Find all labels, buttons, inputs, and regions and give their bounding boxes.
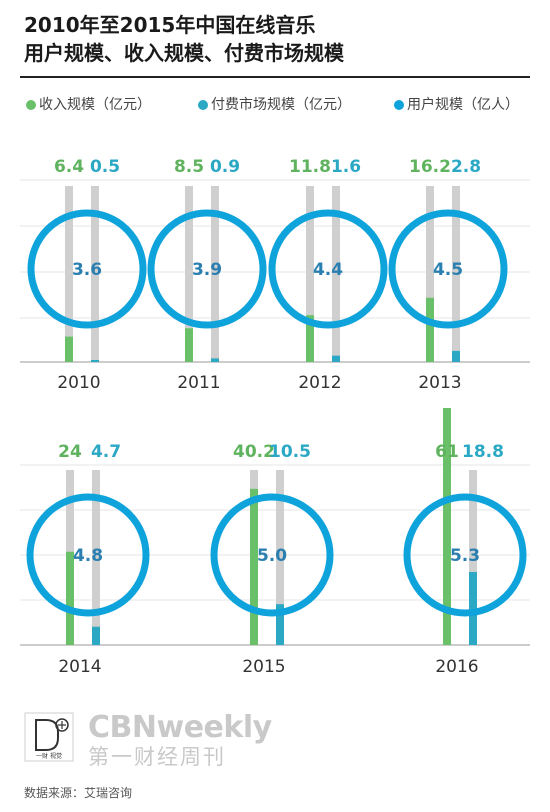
revenue-value-label: 8.5 xyxy=(174,157,204,177)
paid-track xyxy=(332,186,340,362)
users-ring xyxy=(147,209,267,329)
revenue-bar xyxy=(66,551,74,645)
paid-bar xyxy=(452,350,460,362)
revenue-value-label: 11.8 xyxy=(289,157,331,177)
paid-value-label: 0.9 xyxy=(210,157,240,177)
users-value-label: 4.4 xyxy=(313,260,343,280)
revenue-track xyxy=(426,186,434,362)
paid-track xyxy=(92,470,100,645)
paid-track xyxy=(469,470,477,645)
revenue-track xyxy=(306,186,314,362)
users-ring xyxy=(403,493,527,617)
paid-track xyxy=(452,186,460,362)
year-tick-label: 2016 xyxy=(435,657,478,677)
title-divider xyxy=(20,76,530,78)
users-value-label: 3.6 xyxy=(72,260,102,280)
paid-bar xyxy=(91,360,99,362)
revenue-bar xyxy=(250,488,258,645)
revenue-value-label: 24 xyxy=(58,442,82,462)
logo-text: 一财 视觉 xyxy=(36,752,62,760)
legend-label-revenue: 收入规模（亿元） xyxy=(39,97,151,113)
chart-title-line-1: 2010年至2015年中国在线音乐 xyxy=(24,13,316,37)
revenue-value-label: 6.4 xyxy=(54,157,84,177)
revenue-value-label: 16.2 xyxy=(409,157,451,177)
paid-value-label: 4.7 xyxy=(91,442,121,462)
paid-track xyxy=(211,186,219,362)
paid-bar xyxy=(92,626,100,645)
users-value-label: 5.0 xyxy=(257,546,287,566)
legend-item-users: 用户规模（亿人） xyxy=(394,95,519,115)
paid-track xyxy=(91,186,99,362)
users-ring xyxy=(210,493,334,617)
paid-bar xyxy=(332,355,340,362)
year-tick-label: 2013 xyxy=(418,373,461,393)
paid-bar xyxy=(276,604,284,645)
year-tick-label: 2014 xyxy=(58,657,101,677)
data-source: 数据来源：艾瑞咨询 xyxy=(24,786,133,800)
legend-item-revenue: 收入规模（亿元） xyxy=(26,95,151,115)
year-tick-label: 2010 xyxy=(57,373,100,393)
chart-area: 3.6 6.4 0.5 2010 3.9 8.5 0.9 2011 4.4 11.8 1.6 2012… xyxy=(20,157,530,677)
paid-bar xyxy=(211,358,219,362)
year-tick-label: 2011 xyxy=(177,373,220,393)
legend-label-paid: 付费市场规模（亿元） xyxy=(211,97,351,113)
paid-value-label: 10.5 xyxy=(269,442,311,462)
legend-dot-users xyxy=(394,100,404,110)
brand-english: CBNweekly xyxy=(88,710,272,745)
revenue-track xyxy=(65,186,73,362)
legend-dot-paid xyxy=(198,100,208,110)
revenue-bar xyxy=(306,315,314,362)
paid-value-label: 1.6 xyxy=(331,157,361,177)
users-ring xyxy=(388,209,508,329)
revenue-bar xyxy=(426,297,434,362)
paid-value-label: 18.8 xyxy=(462,442,504,462)
users-value-label: 3.9 xyxy=(192,260,222,280)
legend-item-paid: 付费市场规模（亿元） xyxy=(198,95,351,115)
paid-value-label: 2.8 xyxy=(451,157,481,177)
revenue-value-label: 40.2 xyxy=(233,442,275,462)
revenue-value-label: 61 xyxy=(435,442,459,462)
revenue-bar xyxy=(443,408,451,645)
chart-title-line-2: 用户规模、收入规模、付费市场规模 xyxy=(24,41,344,65)
legend-dot-revenue xyxy=(26,100,36,110)
users-ring xyxy=(268,209,388,329)
cbn-logo: 一财 视觉 xyxy=(24,712,74,762)
legend: 收入规模（亿元） 付费市场规模（亿元） 用户规模（亿人） xyxy=(20,95,530,117)
paid-bar xyxy=(469,571,477,645)
users-value-label: 4.8 xyxy=(73,546,103,566)
paid-track xyxy=(276,470,284,645)
brand-chinese: 第一财经周刊 xyxy=(88,745,226,769)
paid-value-label: 0.5 xyxy=(90,157,120,177)
legend-label-users: 用户规模（亿人） xyxy=(407,97,519,113)
users-ring xyxy=(26,493,150,617)
revenue-bar xyxy=(185,328,193,362)
revenue-track xyxy=(185,186,193,362)
users-ring xyxy=(27,209,147,329)
revenue-bar xyxy=(65,336,73,362)
year-tick-label: 2015 xyxy=(242,657,285,677)
users-value-label: 5.3 xyxy=(450,546,480,566)
users-value-label: 4.5 xyxy=(433,260,463,280)
year-tick-label: 2012 xyxy=(298,373,341,393)
